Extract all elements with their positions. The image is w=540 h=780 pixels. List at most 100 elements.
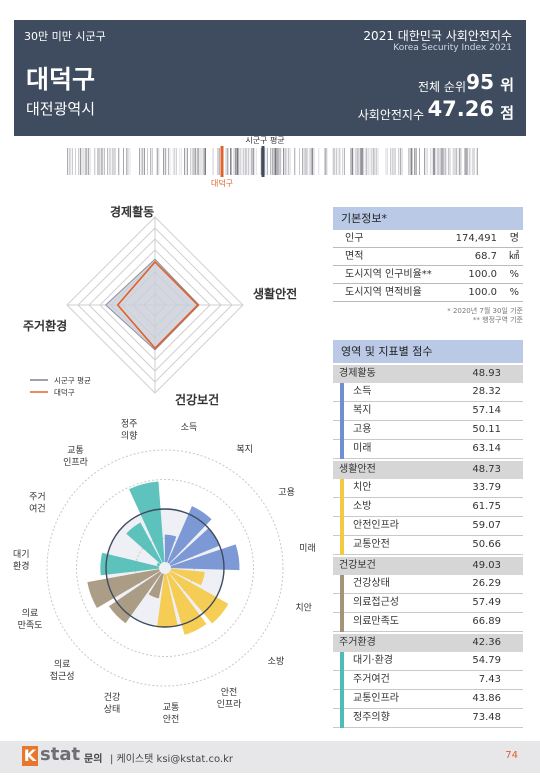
polar-label: 의료: [22, 608, 39, 619]
contact-label: 문의: [84, 754, 103, 765]
legend-district: 대덕구: [54, 387, 75, 397]
indicator-score: 43.86: [472, 693, 501, 704]
domain-score: 48.73: [472, 464, 501, 475]
basic-row: 도시지역 면적비율 100.0%: [333, 284, 523, 302]
score-label: 사회안전지수: [357, 108, 424, 122]
domain-row: 생활안전 48.73: [333, 461, 523, 479]
basic-value: 100.0: [468, 269, 497, 280]
score: 47.26: [427, 97, 494, 121]
polar-label: 상태: [104, 704, 121, 715]
indicator-name: 미래: [353, 443, 372, 454]
legend-average: 시군구 평균: [54, 375, 91, 385]
polar-bar: [170, 544, 240, 571]
polar-bar: [170, 568, 205, 586]
indicator-color: [340, 652, 344, 671]
radar-axis-label: 건강보건: [175, 392, 219, 407]
indicator-row: 교통인프라 43.86: [333, 690, 523, 709]
polar-average: [105, 508, 225, 628]
indicator-row: 고용 50.11: [333, 421, 523, 440]
polar-bar: [148, 573, 164, 599]
basic-unit: 명: [509, 233, 519, 244]
basic-label: 도시지역 인구비율**: [345, 269, 432, 280]
rank-unit: 위: [500, 76, 514, 94]
page-number: 74: [505, 750, 518, 761]
indicator-row: 의료접근성 57.49: [333, 594, 523, 613]
basic-row: 인구 174,491 명: [333, 230, 523, 248]
indicator-score: 59.07: [472, 520, 501, 531]
domain-row: 경제활동 48.93: [333, 365, 523, 383]
indicator-score: 7.43: [478, 674, 501, 685]
score-title: 영역 및 지표별 점수: [333, 340, 523, 363]
indicator-row: 안전인프라 59.07: [333, 517, 523, 536]
domain-row: 건강보건 49.03: [333, 557, 523, 575]
indicator-score: 33.79: [472, 482, 501, 493]
score-table: 영역 및 지표별 점수 경제활동 48.93 소득 28.32 복지 57.14 고용 50.1…: [333, 340, 523, 728]
province: 대전광역시: [26, 100, 96, 118]
district: 대덕구: [26, 65, 96, 94]
polar-bar: [126, 522, 163, 565]
indicator-color: [340, 613, 344, 632]
polar-label: 인프라: [217, 699, 243, 710]
indicator-color: [340, 383, 344, 402]
polar-ring: [76, 479, 254, 657]
domain-score: 49.03: [472, 560, 501, 571]
polar-label: 의향: [121, 430, 138, 442]
polar-bar: [169, 528, 220, 566]
indicator-score: 28.32: [472, 386, 501, 397]
indicator-name: 고용: [353, 424, 372, 435]
indicator-name: 복지: [353, 405, 372, 416]
indicator-row: 의료만족도 66.89: [333, 613, 523, 632]
indicator-name: 교통인프라: [353, 693, 399, 704]
indicator-score: 61.75: [472, 501, 501, 512]
polar-label: 접근성: [50, 670, 75, 682]
indicator-score: 50.66: [472, 539, 501, 550]
indicator-row: 대기·환경 54.79: [333, 652, 523, 671]
radar-axis-label: 경제활동: [110, 204, 154, 219]
indicator-color: [340, 594, 344, 613]
indicator-color: [340, 671, 344, 690]
indicator-score: 63.14: [472, 443, 501, 454]
indicator-row: 미래 63.14: [333, 440, 523, 459]
indicator-score: 54.79: [472, 655, 501, 666]
polar-label: 교통: [163, 702, 180, 713]
contact: | 케이스탯 ksi@kstat.co.kr: [110, 754, 233, 765]
polar-bar: [87, 569, 160, 609]
polar-label: 인프라: [63, 457, 89, 468]
basic-unit: %: [509, 287, 519, 298]
polar-label: 교통: [67, 445, 84, 456]
polar-label: 여건: [29, 502, 46, 514]
indicator-name: 안전인프라: [353, 520, 399, 531]
polar-label: 미래: [299, 543, 316, 554]
footer: K stat 문의 | 케이스탯 ksi@kstat.co.kr 74: [0, 741, 540, 773]
rank: 95: [466, 70, 494, 94]
header: 30만 미만 시군구 2021 대한민국 사회안전지수 Korea Securi…: [14, 20, 526, 136]
polar-label: 복지: [236, 444, 253, 455]
indicator-color: [340, 575, 344, 594]
indicator-score: 73.48: [472, 712, 501, 723]
basic-unit: ㎢: [509, 251, 519, 262]
domain-name: 건강보건: [339, 560, 376, 571]
basic-value: 100.0: [468, 287, 497, 298]
polar-label: 안전: [221, 687, 238, 698]
indicator-name: 의료접근성: [353, 597, 399, 608]
index-subtitle: Korea Security Index 2021: [393, 43, 512, 53]
indicator-color: [340, 709, 344, 728]
polar-label: 안전: [163, 714, 180, 725]
indicator-name: 소방: [353, 501, 372, 512]
indicator-score: 66.89: [472, 616, 501, 627]
polar-label: 의료: [54, 659, 71, 670]
polar-label: 치안: [295, 602, 312, 614]
indicator-name: 의료만족도: [353, 616, 399, 627]
polar-bar: [108, 571, 162, 624]
domain-score: 48.93: [472, 368, 501, 379]
strip-average-label: 시군구 평균: [245, 135, 284, 145]
indicator-row: 건강상태 26.29: [333, 575, 523, 594]
indicator-row: 치안 33.79: [333, 479, 523, 498]
polar-label: 소득: [181, 422, 198, 433]
polar-label: 건강: [104, 692, 121, 703]
score-unit: 점: [500, 104, 514, 122]
basic-label: 인구: [345, 233, 364, 244]
indicator-row: 복지 57.14: [333, 402, 523, 421]
